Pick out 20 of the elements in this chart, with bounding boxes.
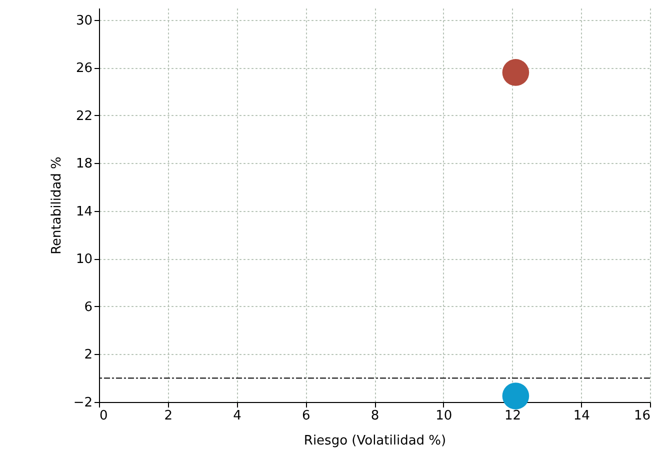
y-tick-label: 10 [76, 252, 92, 268]
y-tick-label: 14 [76, 204, 92, 220]
y-tick-label: −2 [73, 396, 92, 410]
x-axis-title: Riesgo (Volatilidad %) [304, 434, 446, 448]
x-tick-label: 16 [634, 408, 650, 424]
y-tick-label: 6 [84, 300, 92, 315]
x-tick-label: 12 [504, 408, 522, 424]
y-tick-label: 18 [76, 156, 92, 172]
y-axis-title: Rentabilidad % [49, 156, 64, 254]
x-tick-label: 14 [573, 408, 590, 424]
y-tick-label: 2 [84, 348, 92, 363]
x-tick-label: 8 [370, 408, 380, 424]
y-tick-label: 22 [76, 108, 92, 124]
x-tick-label: 0 [100, 408, 108, 424]
x-tick-label: 10 [436, 408, 452, 424]
x-tick-label: 6 [302, 408, 310, 424]
x-tick-label: 4 [233, 408, 242, 424]
y-tick-label: 26 [76, 61, 92, 76]
x-tick-label: 2 [164, 408, 173, 424]
y-tick-label: 30 [76, 13, 92, 28]
